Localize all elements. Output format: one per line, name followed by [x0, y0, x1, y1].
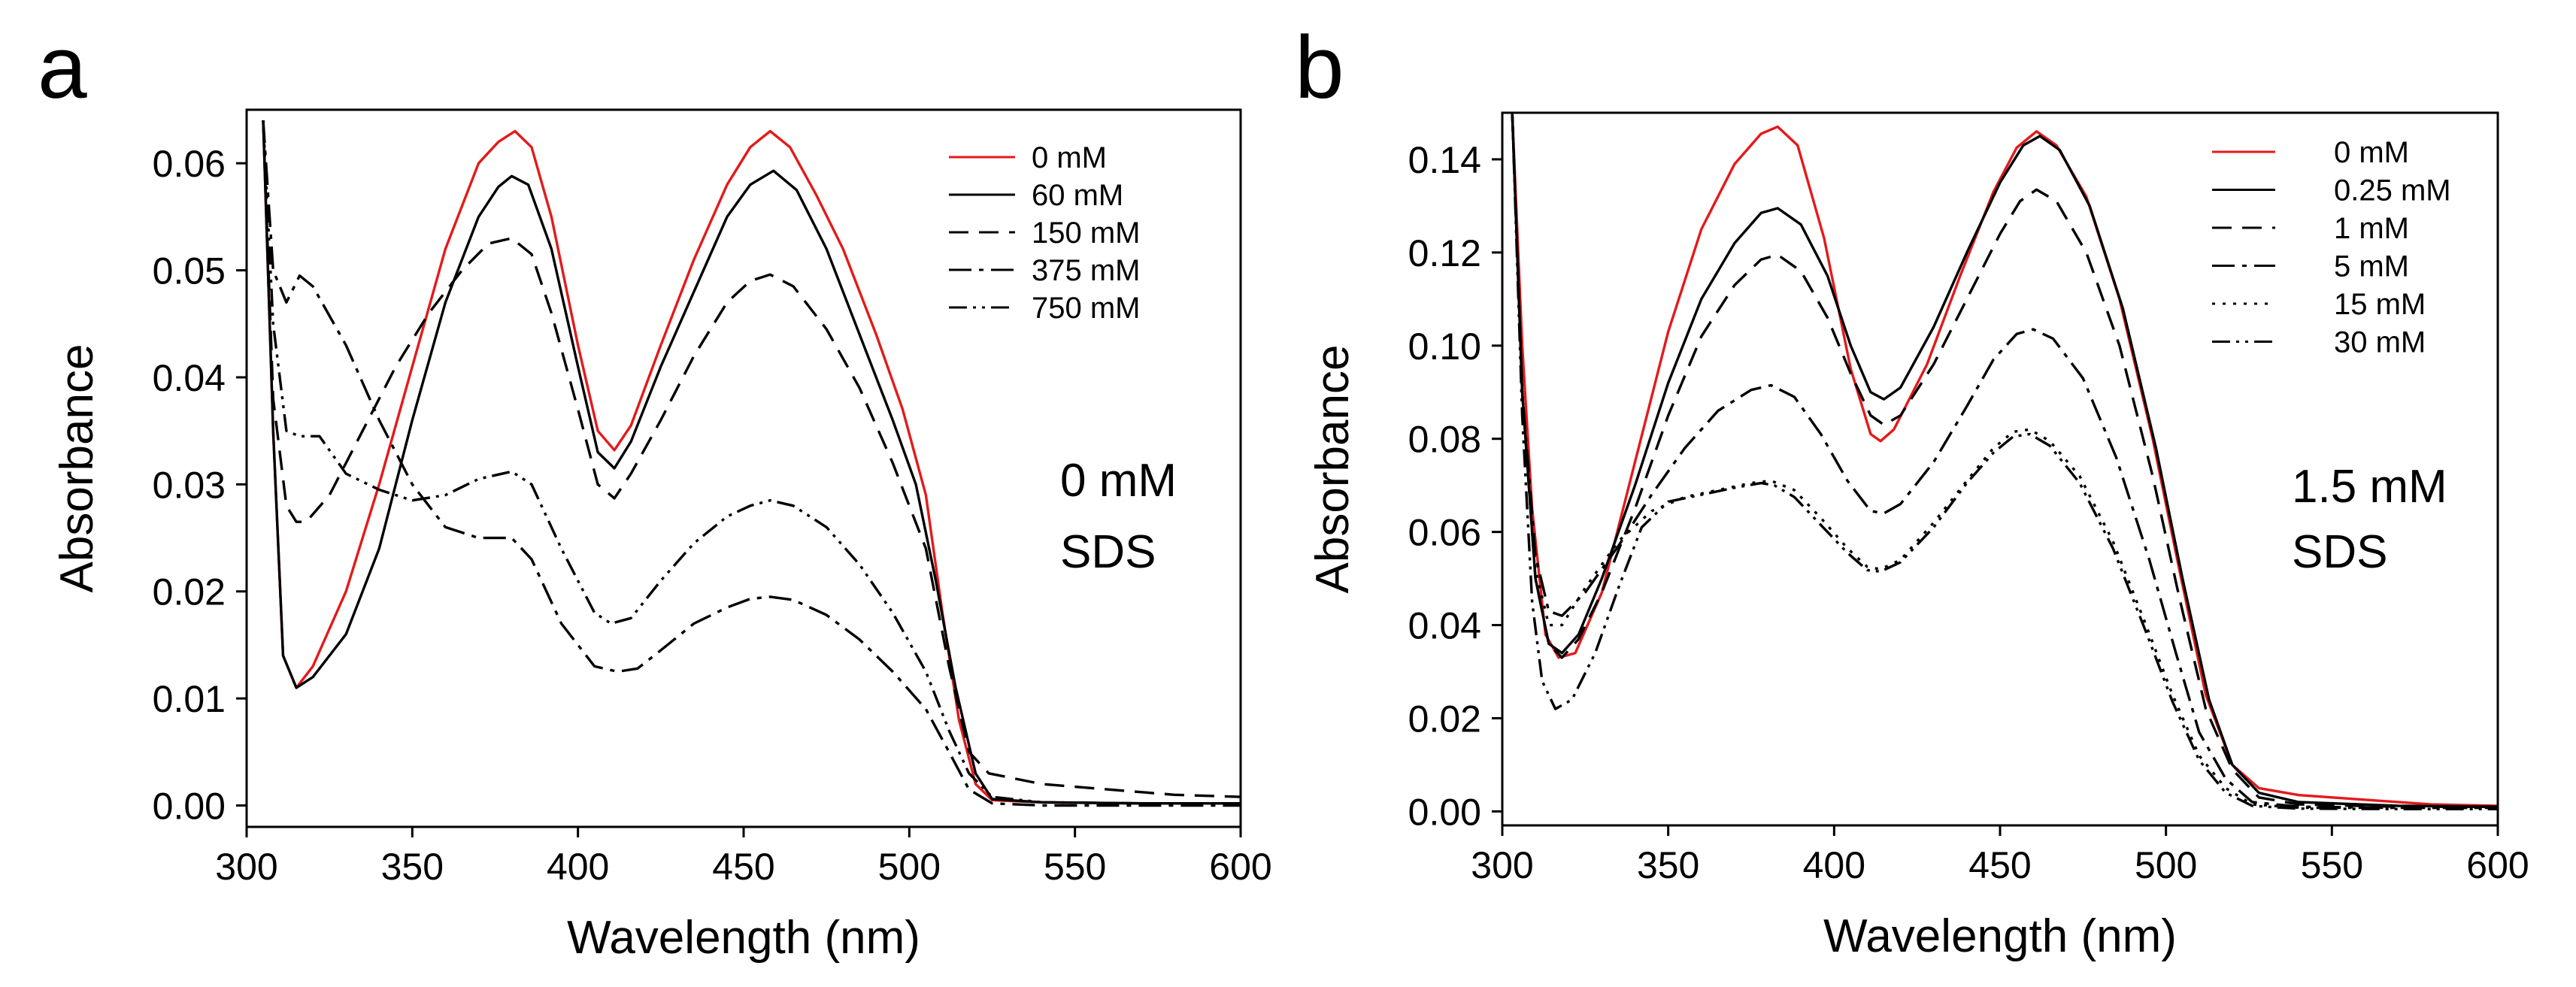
legend-label: 0 mM [2334, 136, 2409, 169]
annotation-concentration: 0 mM [1060, 455, 1177, 507]
y-tick-label: 0.04 [153, 357, 226, 399]
x-tick-label: 600 [2466, 844, 2529, 886]
annotation-concentration: 1.5 mM [2292, 461, 2447, 513]
y-tick-label: 0.04 [1408, 605, 1481, 647]
x-tick-label: 400 [547, 846, 609, 888]
y-tick-label: 0.06 [153, 143, 226, 185]
y-tick-label: 0.01 [153, 678, 226, 720]
legend-label: 5 mM [2334, 250, 2409, 283]
x-axis-label: Wavelength (nm) [567, 912, 920, 964]
x-tick-label: 450 [712, 846, 774, 888]
panel-b: b 300 350 400 450 500 550 600 0.00 0.02 0.04 0.06 0.… [1295, 18, 2529, 962]
y-tick-label: 0.06 [1408, 512, 1481, 554]
y-tick-label: 0.12 [1408, 232, 1481, 274]
series-line-15-mm [1511, 113, 2498, 810]
panel-letter: a [38, 18, 87, 117]
y-tick-label: 0.05 [153, 250, 226, 292]
y-tick-label: 0.00 [1408, 791, 1481, 833]
y-tick-label: 0.14 [1408, 139, 1481, 181]
panel-letter: b [1295, 18, 1344, 117]
y-tick-label: 0.02 [1408, 698, 1481, 740]
y-tick-label: 0.02 [153, 571, 226, 613]
y-axis-label: Absorbance [51, 344, 103, 593]
x-tick-label: 350 [381, 846, 444, 888]
x-tick-label: 500 [2135, 844, 2197, 886]
series-line-60-mm [262, 120, 1241, 805]
x-tick-label: 400 [1803, 844, 1865, 886]
x-tick-label: 550 [1044, 846, 1106, 888]
series-line-0.25-mm [1511, 113, 2498, 808]
series-line-150-mm [262, 120, 1241, 798]
y-tick-label: 0.08 [1408, 419, 1481, 461]
legend-label: 1 mM [2334, 212, 2409, 245]
legend-label: 150 mM [1032, 216, 1141, 250]
x-tick-label: 300 [215, 846, 277, 888]
annotation-surfactant: SDS [1060, 526, 1156, 578]
y-axis-label: Absorbance [1307, 345, 1359, 594]
series-line-375-mm [262, 120, 1241, 807]
x-tick-label: 600 [1209, 846, 1271, 888]
y-tick-label: 0.03 [153, 464, 226, 506]
x-tick-label: 450 [1968, 844, 2031, 886]
legend: 0 mM 60 mM 150 mM 375 mM 750 mM [949, 141, 1141, 325]
panel-a: a 300 350 400 450 500 550 600 0.00 0.01 0.02 0.03 0.… [38, 18, 1272, 964]
legend-label: 375 mM [1032, 254, 1141, 287]
legend-label: 750 mM [1032, 292, 1141, 325]
series-line-1-mm [1511, 113, 2498, 808]
y-tick-label: 0.00 [153, 786, 226, 828]
legend-label: 0 mM [1032, 141, 1107, 174]
legend-label: 0.25 mM [2334, 174, 2451, 207]
series-line-5-mm [1511, 113, 2498, 810]
x-tick-label: 500 [878, 846, 941, 888]
x-tick-label: 350 [1637, 844, 1699, 886]
annotation-surfactant: SDS [2292, 526, 2387, 578]
x-tick-label: 550 [2301, 844, 2363, 886]
legend-label: 30 mM [2334, 326, 2426, 359]
x-tick-label: 300 [1471, 844, 1533, 886]
legend-label: 15 mM [2334, 288, 2426, 321]
legend: 0 mM 0.25 mM 1 mM 5 mM 15 mM 30 mM [2212, 136, 2451, 359]
y-tick-label: 0.10 [1408, 325, 1481, 368]
series-group [1511, 113, 2498, 810]
series-group [262, 120, 1241, 807]
legend-label: 60 mM [1032, 179, 1123, 212]
x-axis-label: Wavelength (nm) [1823, 910, 2177, 962]
